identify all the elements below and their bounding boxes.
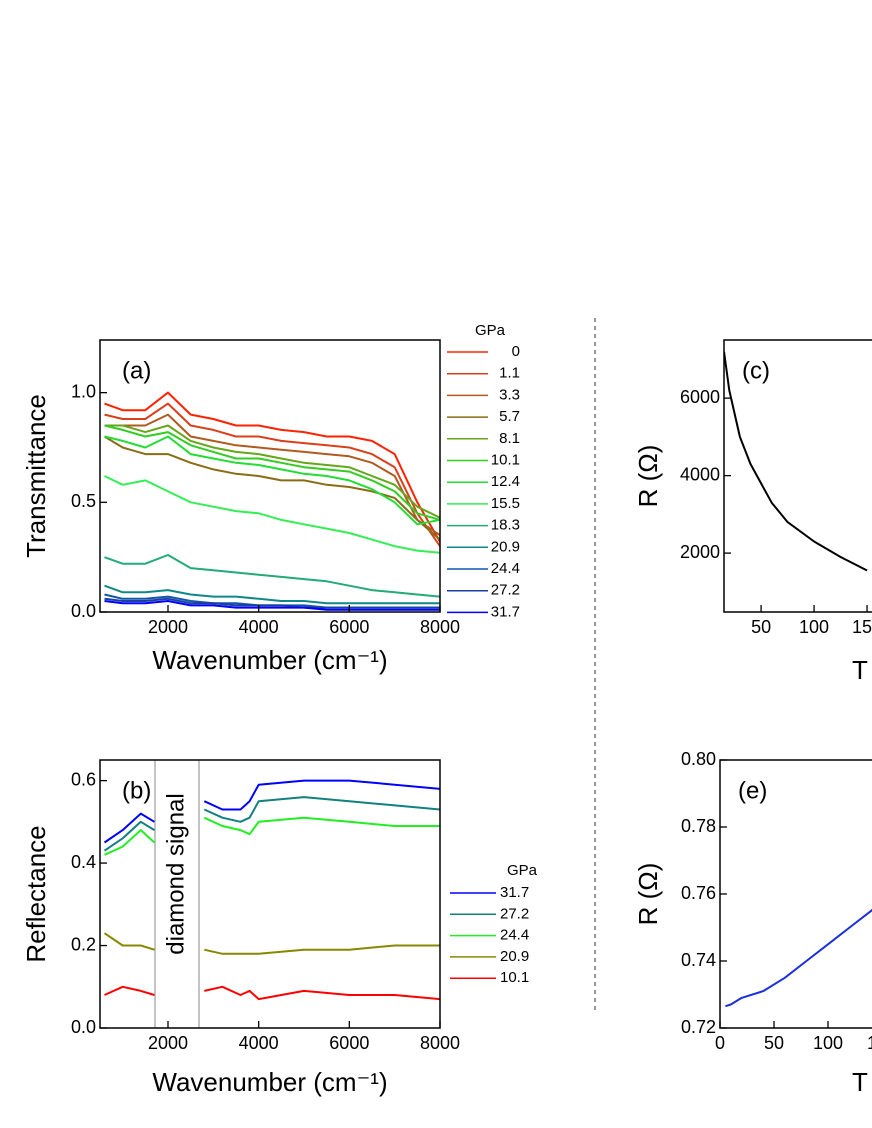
legend-label: 1.1 [499, 365, 520, 382]
plot-area: diamond signal [103, 760, 440, 1028]
annotation-box [154, 760, 200, 1028]
data-line [103, 796, 440, 852]
data-line [104, 985, 440, 1001]
y-axis-label: R (Ω) [633, 445, 663, 508]
legend-label: 20.9 [500, 948, 529, 965]
data-line [104, 597, 440, 609]
x-tick-label: 150 [852, 617, 872, 637]
x-tick-label: 50 [751, 617, 771, 637]
x-axis-label: Wavenumber (cm⁻¹) [152, 645, 387, 675]
legend-label: 10.1 [500, 969, 529, 986]
data-line [104, 424, 440, 519]
x-tick-label: 2000 [148, 617, 188, 637]
legend-label: 12.4 [491, 473, 520, 490]
y-tick-label: 1.0 [71, 381, 96, 401]
y-tick-label: 0.72 [681, 1017, 716, 1037]
data-line [104, 554, 440, 598]
panel-label: (e) [738, 777, 767, 804]
data-line [104, 816, 440, 856]
y-tick-label: 0.80 [681, 749, 716, 769]
y-axis-label: Transmittance [21, 394, 51, 558]
legend-label: 5.7 [499, 408, 520, 425]
legend-label: 27.2 [491, 582, 520, 599]
x-tick-label: 4000 [239, 617, 279, 637]
data-line [104, 424, 440, 521]
legend-title: GPa [507, 862, 538, 879]
x-tick-label: 2000 [148, 1033, 188, 1053]
legend-label: 24.4 [491, 560, 520, 577]
x-axis-label: Wavenumber (cm⁻¹) [152, 1067, 387, 1097]
panel-label: (c) [742, 357, 770, 384]
y-axis-label: R (Ω) [633, 863, 663, 926]
x-tick-label: 0 [715, 1033, 725, 1053]
legend-label: 3.3 [499, 386, 520, 403]
data-line [104, 391, 440, 543]
annotation: diamond signal [162, 793, 189, 954]
legend-label: 20.9 [491, 538, 520, 555]
data-line [103, 779, 440, 844]
data-line [104, 475, 440, 554]
x-tick-label: 6000 [329, 617, 369, 637]
y-tick-label: 0.5 [71, 491, 96, 511]
data-line [724, 351, 868, 572]
y-axis-label: Reflectance [21, 825, 51, 962]
y-tick-label: 4000 [680, 464, 720, 484]
data-line [725, 908, 872, 1008]
legend-label: 27.2 [500, 905, 529, 922]
panel-label: (b) [122, 777, 151, 804]
plot-frame [99, 759, 441, 1029]
legend-label: 31.7 [500, 884, 529, 901]
x-tick-label: 100 [813, 1033, 843, 1053]
legend-label: 8.1 [499, 430, 520, 447]
legend-label: 10.1 [491, 451, 520, 468]
data-line [104, 413, 440, 537]
y-tick-label: 0.6 [71, 769, 96, 789]
x-axis-label: T [852, 655, 868, 685]
x-axis-label: T [852, 1067, 868, 1097]
y-tick-label: 2000 [680, 542, 720, 562]
plot-area [725, 908, 872, 1008]
y-tick-label: 0.2 [71, 934, 96, 954]
plot-area [103, 391, 440, 611]
legend-label: 18.3 [491, 517, 520, 534]
data-line [104, 402, 440, 547]
x-tick-label: 100 [799, 617, 829, 637]
plot-frame [99, 339, 441, 613]
data-line [104, 600, 440, 611]
legend-label: 0 [512, 343, 520, 360]
y-tick-label: 0.76 [681, 883, 716, 903]
x-tick-label: 8000 [420, 617, 460, 637]
data-line [104, 584, 440, 605]
x-tick-label: 4000 [239, 1033, 279, 1053]
y-tick-label: 0.0 [71, 601, 96, 621]
data-line [103, 932, 440, 955]
x-tick-label: 50 [764, 1033, 784, 1053]
legend-title: GPa [475, 322, 506, 339]
y-tick-label: 0.78 [681, 816, 716, 836]
y-tick-label: 0.4 [71, 852, 96, 872]
x-tick-label: 8000 [420, 1033, 460, 1053]
y-tick-label: 0.0 [71, 1017, 96, 1037]
legend-label: 31.7 [491, 603, 520, 620]
data-line [104, 435, 440, 526]
y-tick-label: 0.74 [681, 950, 716, 970]
panel-label: (a) [122, 357, 151, 384]
legend-label: 24.4 [500, 927, 529, 944]
legend-label: 15.5 [491, 495, 520, 512]
x-tick-label: 150 [867, 1033, 872, 1053]
y-tick-label: 6000 [680, 387, 720, 407]
x-tick-label: 6000 [329, 1033, 369, 1053]
plot-area [724, 351, 868, 572]
